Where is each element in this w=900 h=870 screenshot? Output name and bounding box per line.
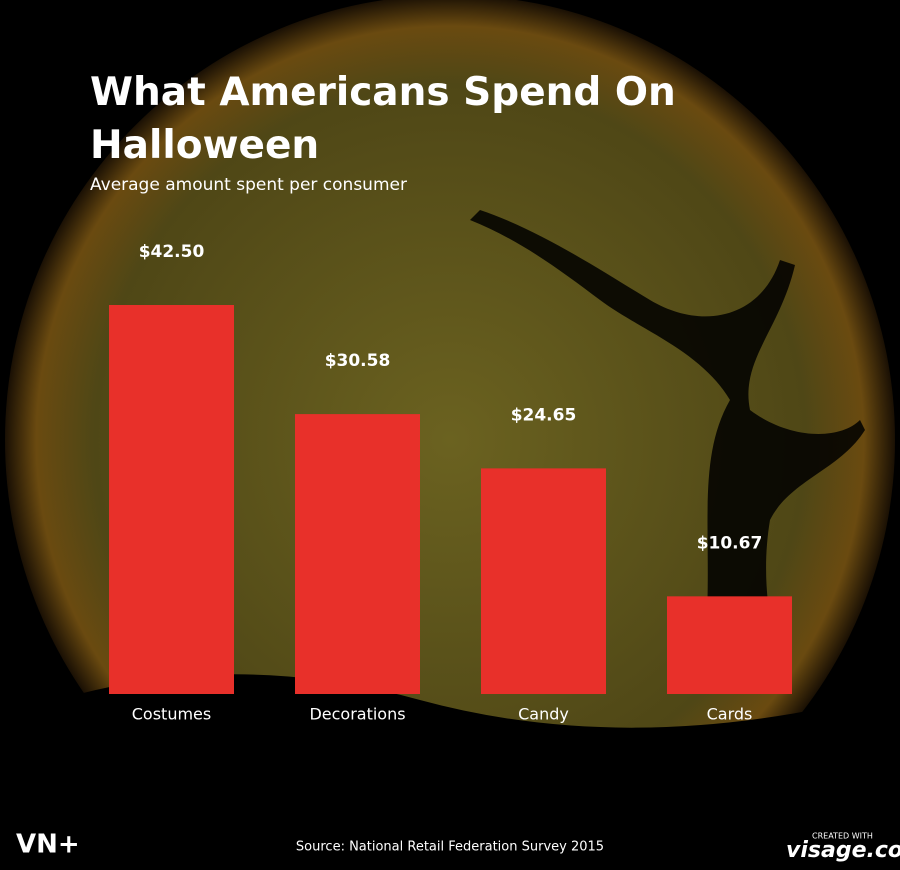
x-tick-label: Decorations [309,705,405,724]
bar [109,305,234,694]
logo: VN+ [16,830,80,860]
value-label: $24.65 [511,405,577,425]
credit-prefix: CREATED WITH [812,832,873,841]
x-tick-label: Cards [707,705,753,724]
bar [481,468,606,694]
chart-subtitle: Average amount spent per consumer [90,175,407,195]
ground [0,674,900,870]
tree-silhouette [470,210,865,690]
x-tick-label: Costumes [132,705,211,724]
value-label: $42.50 [139,242,205,262]
bar [295,414,420,694]
credit: visage.co [786,838,900,863]
bar [667,596,792,694]
source: Source: National Retail Federation Surve… [296,840,604,855]
value-label: $10.67 [697,533,763,553]
value-label: $30.58 [325,351,391,371]
x-tick-label: Candy [518,705,569,724]
chart-title: What Americans Spend On Halloween [90,70,676,168]
